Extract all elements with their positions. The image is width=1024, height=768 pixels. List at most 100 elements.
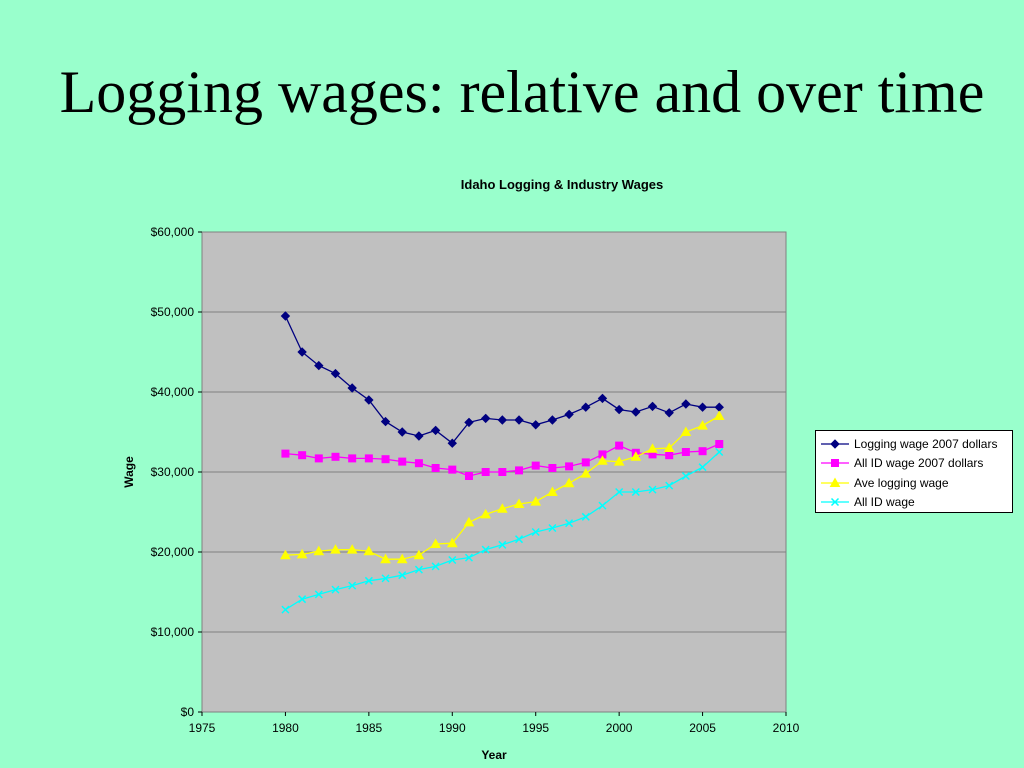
data-point xyxy=(530,496,542,506)
data-point xyxy=(581,458,590,467)
data-point xyxy=(631,487,640,497)
y-tick-label: $50,000 xyxy=(151,305,195,319)
data-point xyxy=(448,555,457,565)
legend-item: Ave logging wage xyxy=(820,473,1008,493)
data-point xyxy=(697,402,708,412)
data-point xyxy=(698,447,707,456)
data-point xyxy=(431,562,440,571)
data-point xyxy=(298,595,307,604)
data-point xyxy=(296,548,308,559)
data-point xyxy=(414,459,423,468)
data-point xyxy=(281,605,290,614)
data-point xyxy=(380,553,391,564)
data-point xyxy=(515,466,524,475)
data-point xyxy=(597,455,608,465)
data-point xyxy=(565,462,574,471)
data-point xyxy=(348,581,357,590)
data-point xyxy=(314,454,323,463)
data-point xyxy=(581,512,590,521)
chart-title: Idaho Logging & Industry Wages xyxy=(461,177,663,192)
y-tick-label: $20,000 xyxy=(151,545,195,559)
data-point xyxy=(463,516,475,527)
data-point xyxy=(464,472,473,480)
legend-label: All ID wage 2007 dollars xyxy=(854,456,984,471)
data-point xyxy=(514,535,524,544)
data-point xyxy=(397,427,407,437)
data-point xyxy=(496,503,508,513)
x-tick-label: 2005 xyxy=(689,721,716,735)
data-point xyxy=(331,452,340,461)
data-point xyxy=(598,501,607,510)
data-point xyxy=(715,440,724,448)
data-point xyxy=(631,407,641,417)
data-point xyxy=(665,481,674,490)
data-point xyxy=(364,395,374,405)
x-tick-label: 2000 xyxy=(606,721,633,735)
data-point xyxy=(697,420,708,430)
data-point xyxy=(381,574,390,583)
data-point xyxy=(547,415,558,425)
data-point xyxy=(396,553,408,564)
data-point xyxy=(280,549,291,560)
data-point xyxy=(480,413,491,424)
legend-item: All ID wage xyxy=(820,493,1008,513)
data-point xyxy=(430,538,441,548)
data-point xyxy=(548,523,557,533)
data-point xyxy=(363,545,375,556)
series-4 xyxy=(281,447,724,614)
data-point xyxy=(597,393,608,404)
data-point xyxy=(647,401,658,412)
data-point xyxy=(615,487,624,497)
legend-swatch xyxy=(821,477,849,487)
data-point xyxy=(663,442,675,452)
data-point xyxy=(430,425,441,436)
x-tick-label: 1980 xyxy=(272,721,299,735)
data-point xyxy=(613,456,625,466)
data-point xyxy=(414,431,424,441)
data-point xyxy=(346,544,358,554)
data-point xyxy=(464,417,474,428)
y-tick-label: $10,000 xyxy=(151,625,195,639)
data-point xyxy=(531,420,541,430)
x-tick-label: 1990 xyxy=(439,721,466,735)
data-point xyxy=(298,451,307,460)
legend-swatch xyxy=(821,459,849,468)
data-point xyxy=(564,409,574,420)
data-point xyxy=(498,468,507,476)
series-group xyxy=(280,311,725,614)
data-point xyxy=(698,463,707,472)
chart-legend: Logging wage 2007 dollars All ID wage 200… xyxy=(815,430,1013,513)
data-point xyxy=(446,537,458,548)
data-point xyxy=(648,485,657,494)
legend-label: Logging wage 2007 dollars xyxy=(854,436,998,451)
data-point xyxy=(497,415,508,425)
data-point xyxy=(565,519,574,528)
x-tick-label: 1985 xyxy=(356,721,383,735)
legend-label: Ave logging wage xyxy=(854,475,949,490)
data-point xyxy=(681,471,690,481)
legend-item: All ID wage 2007 dollars xyxy=(820,454,1008,474)
data-point xyxy=(330,544,341,554)
x-tick-label: 1995 xyxy=(522,721,549,735)
data-point xyxy=(481,545,490,554)
data-point xyxy=(681,399,691,409)
legend-swatch xyxy=(821,439,849,449)
data-point xyxy=(614,404,624,415)
data-point xyxy=(580,468,592,478)
data-point xyxy=(464,553,474,562)
data-point xyxy=(831,459,839,468)
data-point xyxy=(447,438,457,448)
data-point xyxy=(547,486,558,496)
data-point xyxy=(280,311,291,321)
data-point xyxy=(513,498,525,508)
data-point xyxy=(413,549,425,560)
data-point xyxy=(398,571,407,580)
data-point xyxy=(531,461,540,470)
data-point xyxy=(630,451,642,461)
data-point xyxy=(398,457,407,466)
data-point xyxy=(830,498,840,507)
data-point xyxy=(347,383,357,393)
y-tick-label: $60,000 xyxy=(151,225,195,239)
legend-label: All ID wage xyxy=(854,495,915,510)
